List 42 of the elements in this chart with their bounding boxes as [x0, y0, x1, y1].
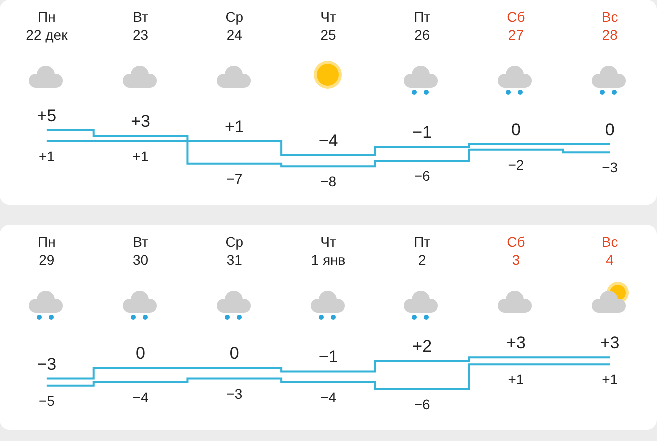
data-label: −3 [602, 160, 618, 176]
data-label: +2 [412, 337, 432, 356]
data-label: −3 [226, 386, 243, 402]
data-label: 0 [230, 344, 240, 364]
x-tick-label: Чт 1 янв [311, 234, 346, 268]
data-label: −6 [414, 168, 431, 184]
data-label: −2 [508, 156, 524, 173]
data-label: −4 [320, 389, 337, 406]
x-tick-label: Ср 24 [226, 9, 244, 43]
x-tick-label: Ср 31 [226, 234, 244, 268]
data-label: −4 [318, 131, 338, 150]
data-label: +3 [600, 334, 620, 353]
data-label: +3 [131, 112, 150, 131]
data-label: +1 [224, 118, 244, 137]
data-label: −1 [318, 348, 338, 367]
data-label: −8 [320, 174, 337, 190]
x-tick-label: Сб 3 [507, 234, 526, 268]
data-label: −7 [226, 170, 243, 187]
data-label: +5 [37, 106, 57, 126]
data-label: 0 [511, 120, 521, 140]
x-tick-label: Сб 27 [507, 9, 526, 43]
data-label: +1 [508, 372, 524, 388]
x-tick-label: Вт 30 [132, 234, 150, 268]
data-label: −1 [412, 123, 432, 142]
data-label: −5 [38, 392, 56, 409]
x-tick-label: Вт 23 [132, 9, 150, 43]
data-label: +1 [602, 372, 618, 388]
x-tick-label: Вс 28 [602, 9, 618, 43]
x-tick-label: Пт 2 [414, 234, 432, 268]
x-tick-label: Пн 29 [38, 234, 56, 268]
data-label: +1 [132, 148, 149, 165]
data-label: 0 [136, 344, 146, 364]
data-label: −4 [132, 389, 149, 406]
x-tick-label: Пт 26 [414, 9, 432, 43]
data-label: −3 [37, 354, 57, 374]
data-label: +1 [38, 148, 56, 165]
x-tick-label: Пн 22 дек [26, 9, 69, 43]
data-label: 0 [605, 120, 615, 140]
data-label: −6 [414, 396, 431, 412]
data-label: +3 [506, 334, 526, 353]
x-tick-label: Чт 25 [320, 9, 337, 43]
x-tick-label: Вс 4 [602, 234, 618, 268]
